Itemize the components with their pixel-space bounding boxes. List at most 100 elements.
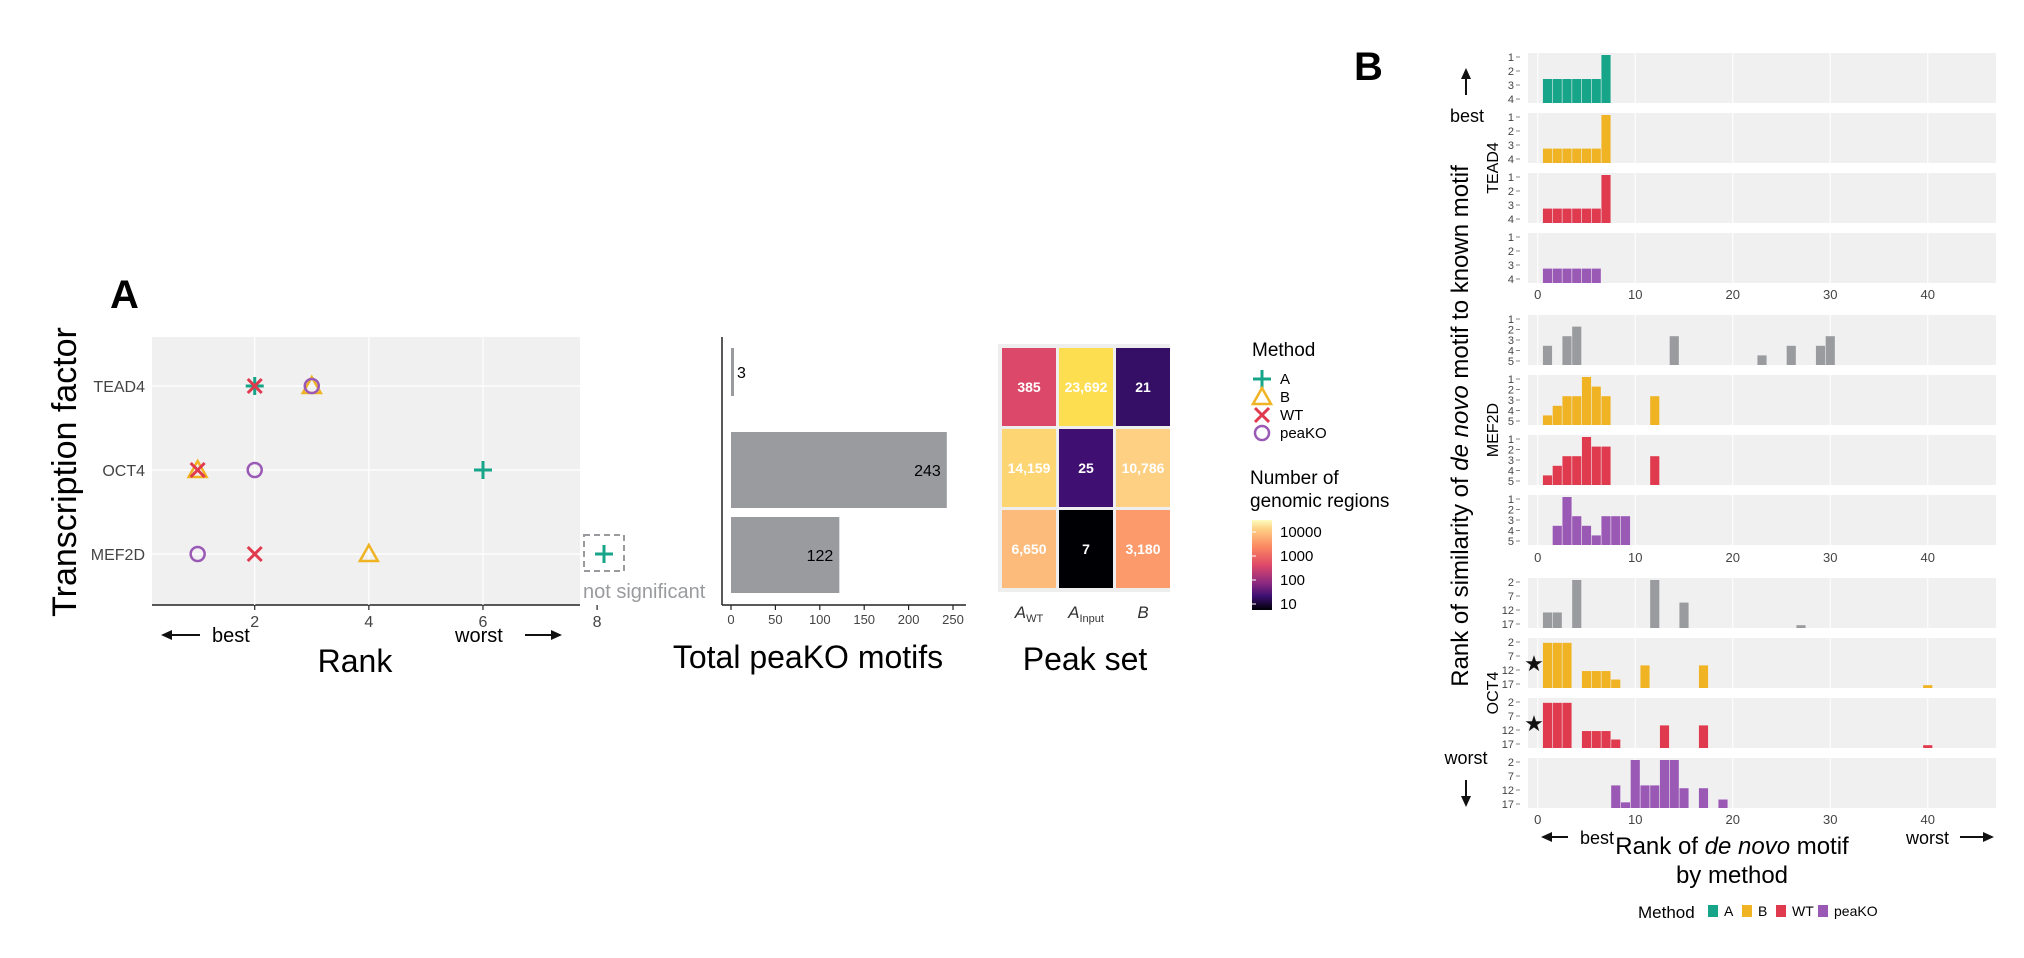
facet-star-icon: ★	[1524, 651, 1544, 676]
facet-y-tick-label: 1	[1508, 374, 1514, 386]
panel-b-x-tick-label: 40	[1921, 550, 1935, 565]
panel-b-label: B	[1354, 45, 1383, 89]
heatmap-cell-label: 6,650	[1011, 541, 1046, 557]
facet-bar	[1562, 497, 1572, 545]
heatmap-x-label: Peak set	[1023, 641, 1148, 677]
facet-bar	[1679, 602, 1689, 628]
panel-b-x-tick-label: 0	[1534, 287, 1541, 302]
heat-legend-ticks: 10000 1000 100 10	[1252, 524, 1322, 613]
facet-bar	[1581, 731, 1592, 748]
facet-y-tick-label: 17	[1502, 619, 1514, 631]
facet-bar	[1581, 525, 1592, 545]
facet-y-tick-label: 2	[1508, 757, 1514, 769]
facet-y-tick-label: 2	[1508, 505, 1514, 517]
facet-bar	[1591, 268, 1601, 283]
facet-y-tick-label: 4	[1508, 214, 1514, 226]
facet-bar	[1572, 268, 1582, 283]
heatmap-cell	[1059, 348, 1113, 426]
panel-b-legend-title: Method	[1638, 903, 1695, 922]
facet-bar	[1581, 268, 1592, 283]
facet-bar	[1552, 612, 1562, 628]
panel-b-legend-swatch	[1776, 905, 1786, 917]
total-x-tick-label: 150	[853, 612, 875, 627]
panel-b-best-y-label: best	[1450, 106, 1484, 126]
facet-bar	[1640, 785, 1650, 808]
facet-y-tick-label: 2	[1508, 246, 1514, 258]
facet-y-tick-label: 4	[1508, 346, 1514, 358]
total-x-tick-label: 250	[942, 612, 964, 627]
facet-y-tick-label: 7	[1508, 591, 1514, 603]
method-legend-label: WT	[1280, 407, 1303, 424]
heatmap-col-label: AWT	[1014, 603, 1044, 625]
heatmap-col-label: AInput	[1067, 603, 1104, 625]
rank-point-B	[357, 542, 380, 563]
facet-y-tick-label: 5	[1508, 416, 1514, 428]
facet-bar	[1562, 268, 1572, 283]
panel-b-legend: A B WT peaKO	[1708, 903, 1878, 919]
facet-bar	[1825, 336, 1835, 365]
facet-y-tick-label: 4	[1508, 406, 1514, 418]
facet-y-tick-label: 3	[1508, 335, 1514, 347]
heatmap-col-label-main: A	[1067, 603, 1079, 622]
rank-point-B	[186, 458, 209, 479]
facet-y-tick-label: 2	[1508, 126, 1514, 138]
facet-bar	[1591, 731, 1601, 748]
rank-point-WT	[189, 461, 206, 479]
facet-y-tick-label: 3	[1508, 455, 1514, 467]
panel-b-worst-x-label: worst	[1905, 828, 1949, 848]
facet-bar	[1572, 326, 1582, 365]
facet-bar	[1552, 525, 1562, 545]
facet-y-tick-label: 7	[1508, 711, 1514, 723]
total-plot-x-ticks: 0 50 100 150 200 250	[727, 605, 964, 627]
heatmap-cell-label: 385	[1017, 379, 1041, 395]
facet-bar	[1815, 345, 1826, 365]
panel-b-facets: 1234123412341234123451234512345123452712…	[1485, 52, 1996, 811]
facet-background	[1528, 578, 1996, 628]
rank-plot-points	[186, 374, 613, 563]
facet-bar	[1650, 580, 1660, 628]
heat-legend-tick-label: 1000	[1280, 548, 1313, 565]
total-bar-label: 243	[914, 463, 941, 480]
facet-y-tick-label: 1	[1508, 314, 1514, 326]
facet-y-tick-label: 3	[1508, 515, 1514, 527]
rank-x-tick-label: 8	[593, 614, 602, 631]
total-bar-label: 3	[737, 365, 746, 382]
facet-bar	[1542, 415, 1553, 425]
facet-bar	[1552, 79, 1562, 103]
facet-y-tick-label: 4	[1508, 466, 1514, 478]
heatmap-cell-label: 3,180	[1125, 541, 1160, 557]
rank-y-tick-label: TEAD4	[93, 379, 145, 396]
facet-bar	[1718, 799, 1728, 808]
facet-bar	[1601, 731, 1611, 748]
facet-bar	[1591, 446, 1601, 485]
panel-b-y-label-pre: Rank of similarity of	[1447, 471, 1474, 687]
heatmap-cell-label: 10,786	[1122, 460, 1165, 476]
rank-y-tick-label: OCT4	[102, 463, 145, 480]
heatmap-col-label-sub: Input	[1079, 613, 1103, 625]
facet-OCT4-A: 2 7 12 17	[1502, 577, 1996, 631]
facet-bar	[1786, 345, 1796, 365]
panel-b-x-tick-label: 0	[1534, 550, 1541, 565]
facet-bar	[1601, 115, 1611, 163]
heatmap-col-label: B	[1137, 603, 1148, 622]
method-legend-label: A	[1280, 371, 1290, 388]
panel-b-legend-label: peaKO	[1834, 903, 1878, 919]
facet-y-tick-label: 12	[1502, 785, 1514, 797]
facet-bar	[1542, 268, 1553, 283]
facet-y-tick-label: 3	[1508, 260, 1514, 272]
heat-legend-tick-label: 10000	[1280, 524, 1322, 541]
facet-y-tick-label: 5	[1508, 536, 1514, 548]
panel-b-worst-y-indicator: worst	[1443, 748, 1488, 807]
facet-OCT4-WT: 2 7 12 17 ★	[1502, 697, 1996, 751]
panel-b-x-tick-label: 20	[1726, 287, 1740, 302]
panel-b-legend-swatch	[1742, 905, 1752, 917]
rank-plot-x-ticks: 2 4 6 8	[250, 605, 602, 631]
facet-bar	[1572, 456, 1582, 485]
facet-group-label: MEF2D	[1485, 403, 1502, 457]
facet-y-tick-label: 1	[1508, 232, 1514, 244]
facet-bar	[1562, 642, 1572, 688]
facet-group-label: TEAD4	[1485, 142, 1502, 194]
heatmap-cell	[1059, 510, 1113, 588]
facet-bar	[1581, 671, 1592, 688]
